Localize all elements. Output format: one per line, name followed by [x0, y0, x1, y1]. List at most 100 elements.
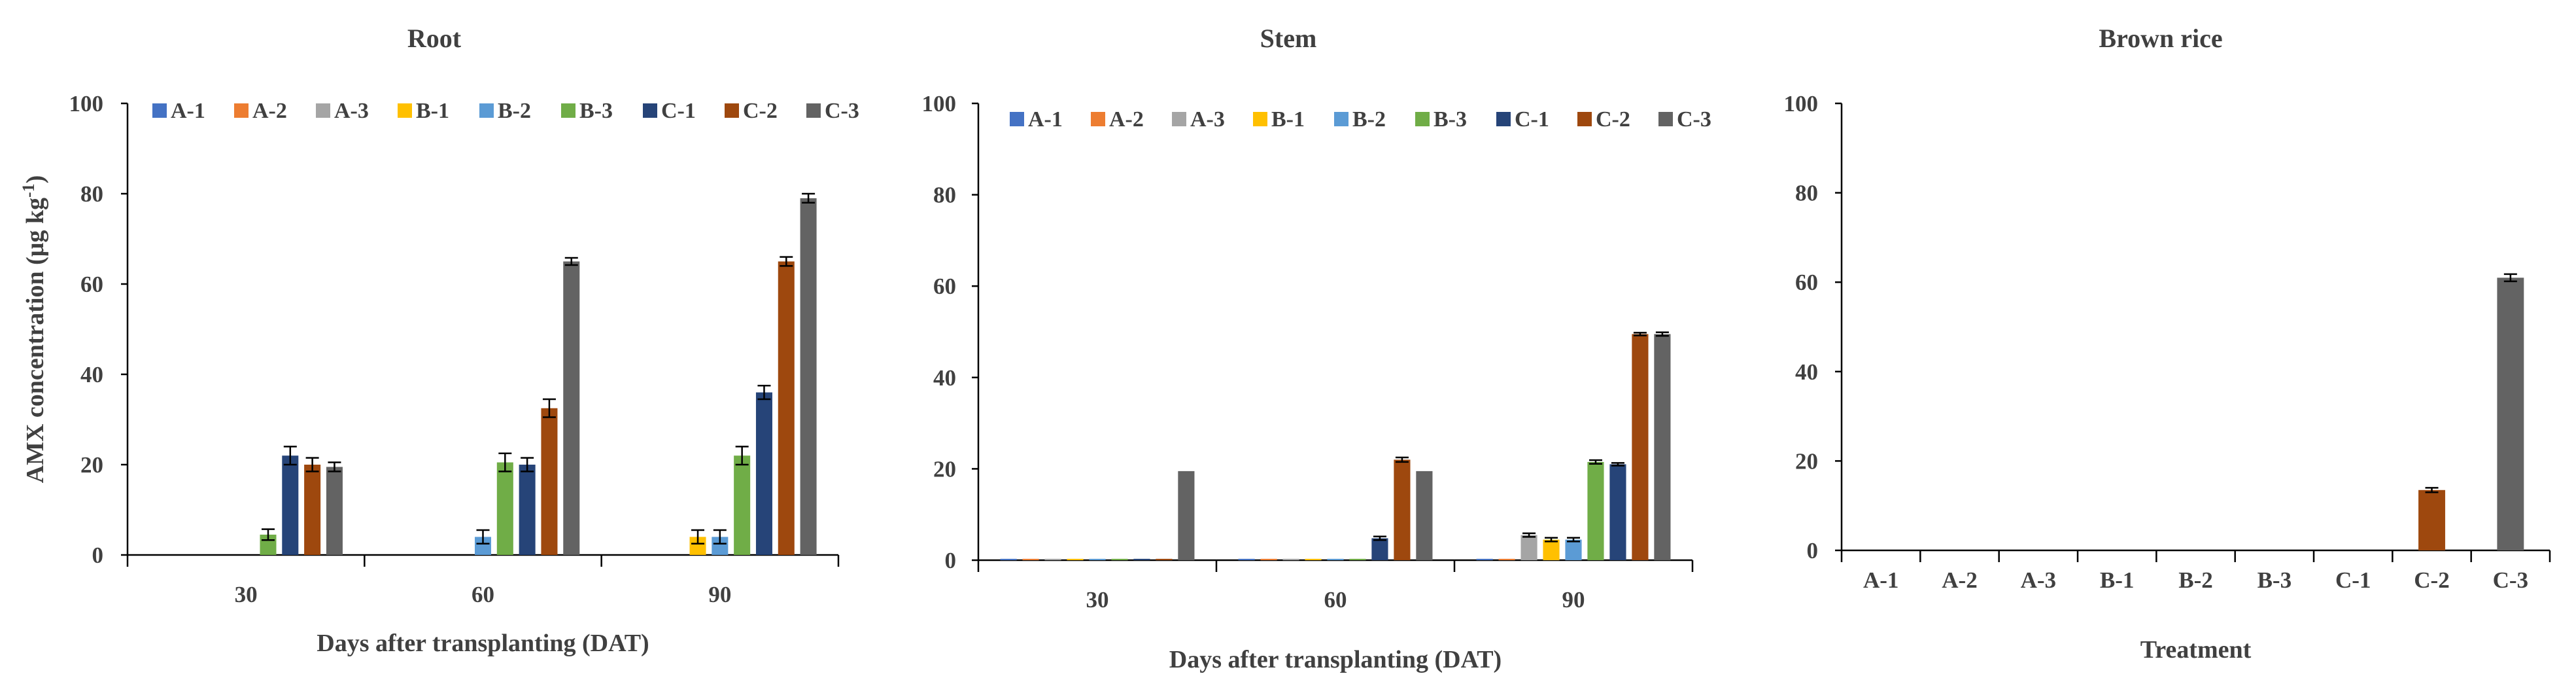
bar — [1327, 558, 1344, 560]
bar — [282, 455, 299, 555]
x-axis-label: Days after transplanting (DAT) — [317, 630, 649, 657]
legend-swatch — [725, 103, 739, 118]
bar — [326, 467, 343, 555]
bar — [1067, 558, 1084, 560]
bar — [519, 465, 536, 555]
y-tick-label: 40 — [933, 365, 956, 391]
bar — [800, 198, 817, 555]
x-tick-label: B-1 — [2100, 567, 2135, 593]
chart-title: Stem — [1260, 24, 1317, 53]
bar — [1371, 538, 1388, 560]
bar — [496, 462, 513, 555]
x-axis-label: Treatment — [2140, 636, 2252, 664]
legend-swatch — [806, 103, 821, 118]
legend-label: C-1 — [661, 99, 696, 123]
legend-label: B-3 — [1434, 107, 1467, 132]
bar — [1543, 539, 1560, 560]
bar — [1156, 558, 1173, 560]
legend-swatch — [1172, 112, 1186, 126]
legend-swatch — [398, 103, 412, 118]
bar — [1498, 558, 1515, 560]
legend-label: A-1 — [1028, 107, 1063, 132]
chart-panel-2: Stem 0 20 40 60 80 100 30 60 90 A-1 A-2 A-3 B-1 B-2 B-3… — [922, 24, 1711, 673]
legend-label: B-2 — [1352, 107, 1386, 132]
x-tick-label: C-1 — [2335, 567, 2371, 593]
x-tick-label: A-1 — [1863, 567, 1898, 593]
y-tick-label: 60 — [80, 272, 103, 297]
bar — [778, 261, 795, 555]
bar — [1089, 558, 1106, 560]
y-tick-label: 80 — [1795, 181, 1818, 206]
bar — [1044, 558, 1061, 560]
y-tick-label: 40 — [1795, 359, 1818, 385]
y-tick-label: 20 — [80, 452, 103, 478]
y-tick-label: 20 — [1795, 448, 1818, 474]
y-tick-label: 0 — [945, 548, 957, 573]
legend-swatch — [152, 103, 167, 118]
x-tick-label: 60 — [472, 582, 494, 607]
bar — [1178, 471, 1195, 560]
bar — [734, 455, 751, 555]
legend-label: B-1 — [416, 99, 449, 123]
bar — [2497, 277, 2524, 550]
x-tick-label: C-3 — [2493, 567, 2528, 593]
y-tick-label: 60 — [933, 274, 956, 299]
x-axis-label: Days after transplanting (DAT) — [1169, 646, 1502, 673]
legend-label: C-2 — [1596, 107, 1630, 132]
legend-label: A-2 — [252, 99, 287, 123]
legend-swatch — [1334, 112, 1348, 126]
bar — [1394, 459, 1411, 560]
bar — [1133, 558, 1150, 560]
x-tick-label: A-3 — [2021, 567, 2056, 593]
bar — [1000, 558, 1017, 560]
bar — [1476, 558, 1493, 560]
legend-label: A-2 — [1109, 107, 1144, 132]
legend-swatch — [1496, 112, 1511, 126]
legend-label: C-3 — [1677, 107, 1711, 132]
bar — [1022, 558, 1039, 560]
bar — [1305, 558, 1322, 560]
y-tick-label: 0 — [92, 543, 104, 568]
chart-title: Root — [407, 24, 462, 53]
legend-label: B-1 — [1271, 107, 1305, 132]
legend-swatch — [643, 103, 657, 118]
legend-label: A-3 — [1190, 107, 1225, 132]
legend-label: B-2 — [498, 99, 531, 123]
y-tick-label: 60 — [1795, 270, 1818, 295]
x-tick-label: C-2 — [2414, 567, 2449, 593]
y-tick-label: 80 — [80, 181, 103, 207]
bar — [1260, 558, 1277, 560]
legend-label: B-3 — [579, 99, 613, 123]
legend-swatch — [1091, 112, 1105, 126]
legend-label: A-3 — [334, 99, 369, 123]
x-tick-label: 60 — [1324, 587, 1347, 613]
chart-title: Brown rice — [2099, 24, 2222, 53]
x-tick-label: 30 — [1086, 587, 1109, 613]
y-axis-label: AMX concentration (μg kg-1) — [19, 175, 49, 484]
bar — [1282, 558, 1299, 560]
y-tick-label: 20 — [933, 456, 956, 482]
legend-swatch — [561, 103, 575, 118]
bar — [2418, 490, 2445, 550]
legend-label: C-1 — [1515, 107, 1549, 132]
legend-label: C-3 — [825, 99, 859, 123]
legend-swatch — [316, 103, 330, 118]
bar — [1416, 471, 1433, 560]
bar — [304, 465, 321, 555]
legend-swatch — [1658, 112, 1673, 126]
x-tick-label: B-2 — [2178, 567, 2213, 593]
legend-swatch — [1415, 112, 1430, 126]
legend-swatch — [1253, 112, 1267, 126]
bar — [1349, 558, 1366, 560]
y-tick-label: 0 — [1807, 538, 1819, 563]
x-tick-label: 90 — [1562, 587, 1585, 613]
bar — [541, 408, 558, 555]
y-tick-label: 100 — [69, 91, 104, 116]
legend-label: C-2 — [743, 99, 778, 123]
bar — [1587, 461, 1604, 560]
bar — [1565, 539, 1582, 560]
bar — [1111, 558, 1128, 560]
chart-panel-3: Brown rice 0 20 40 60 80 100 A-1 A-2 A-3 B-1 B-2 B-3… — [1784, 24, 2551, 664]
bar — [1654, 334, 1671, 560]
